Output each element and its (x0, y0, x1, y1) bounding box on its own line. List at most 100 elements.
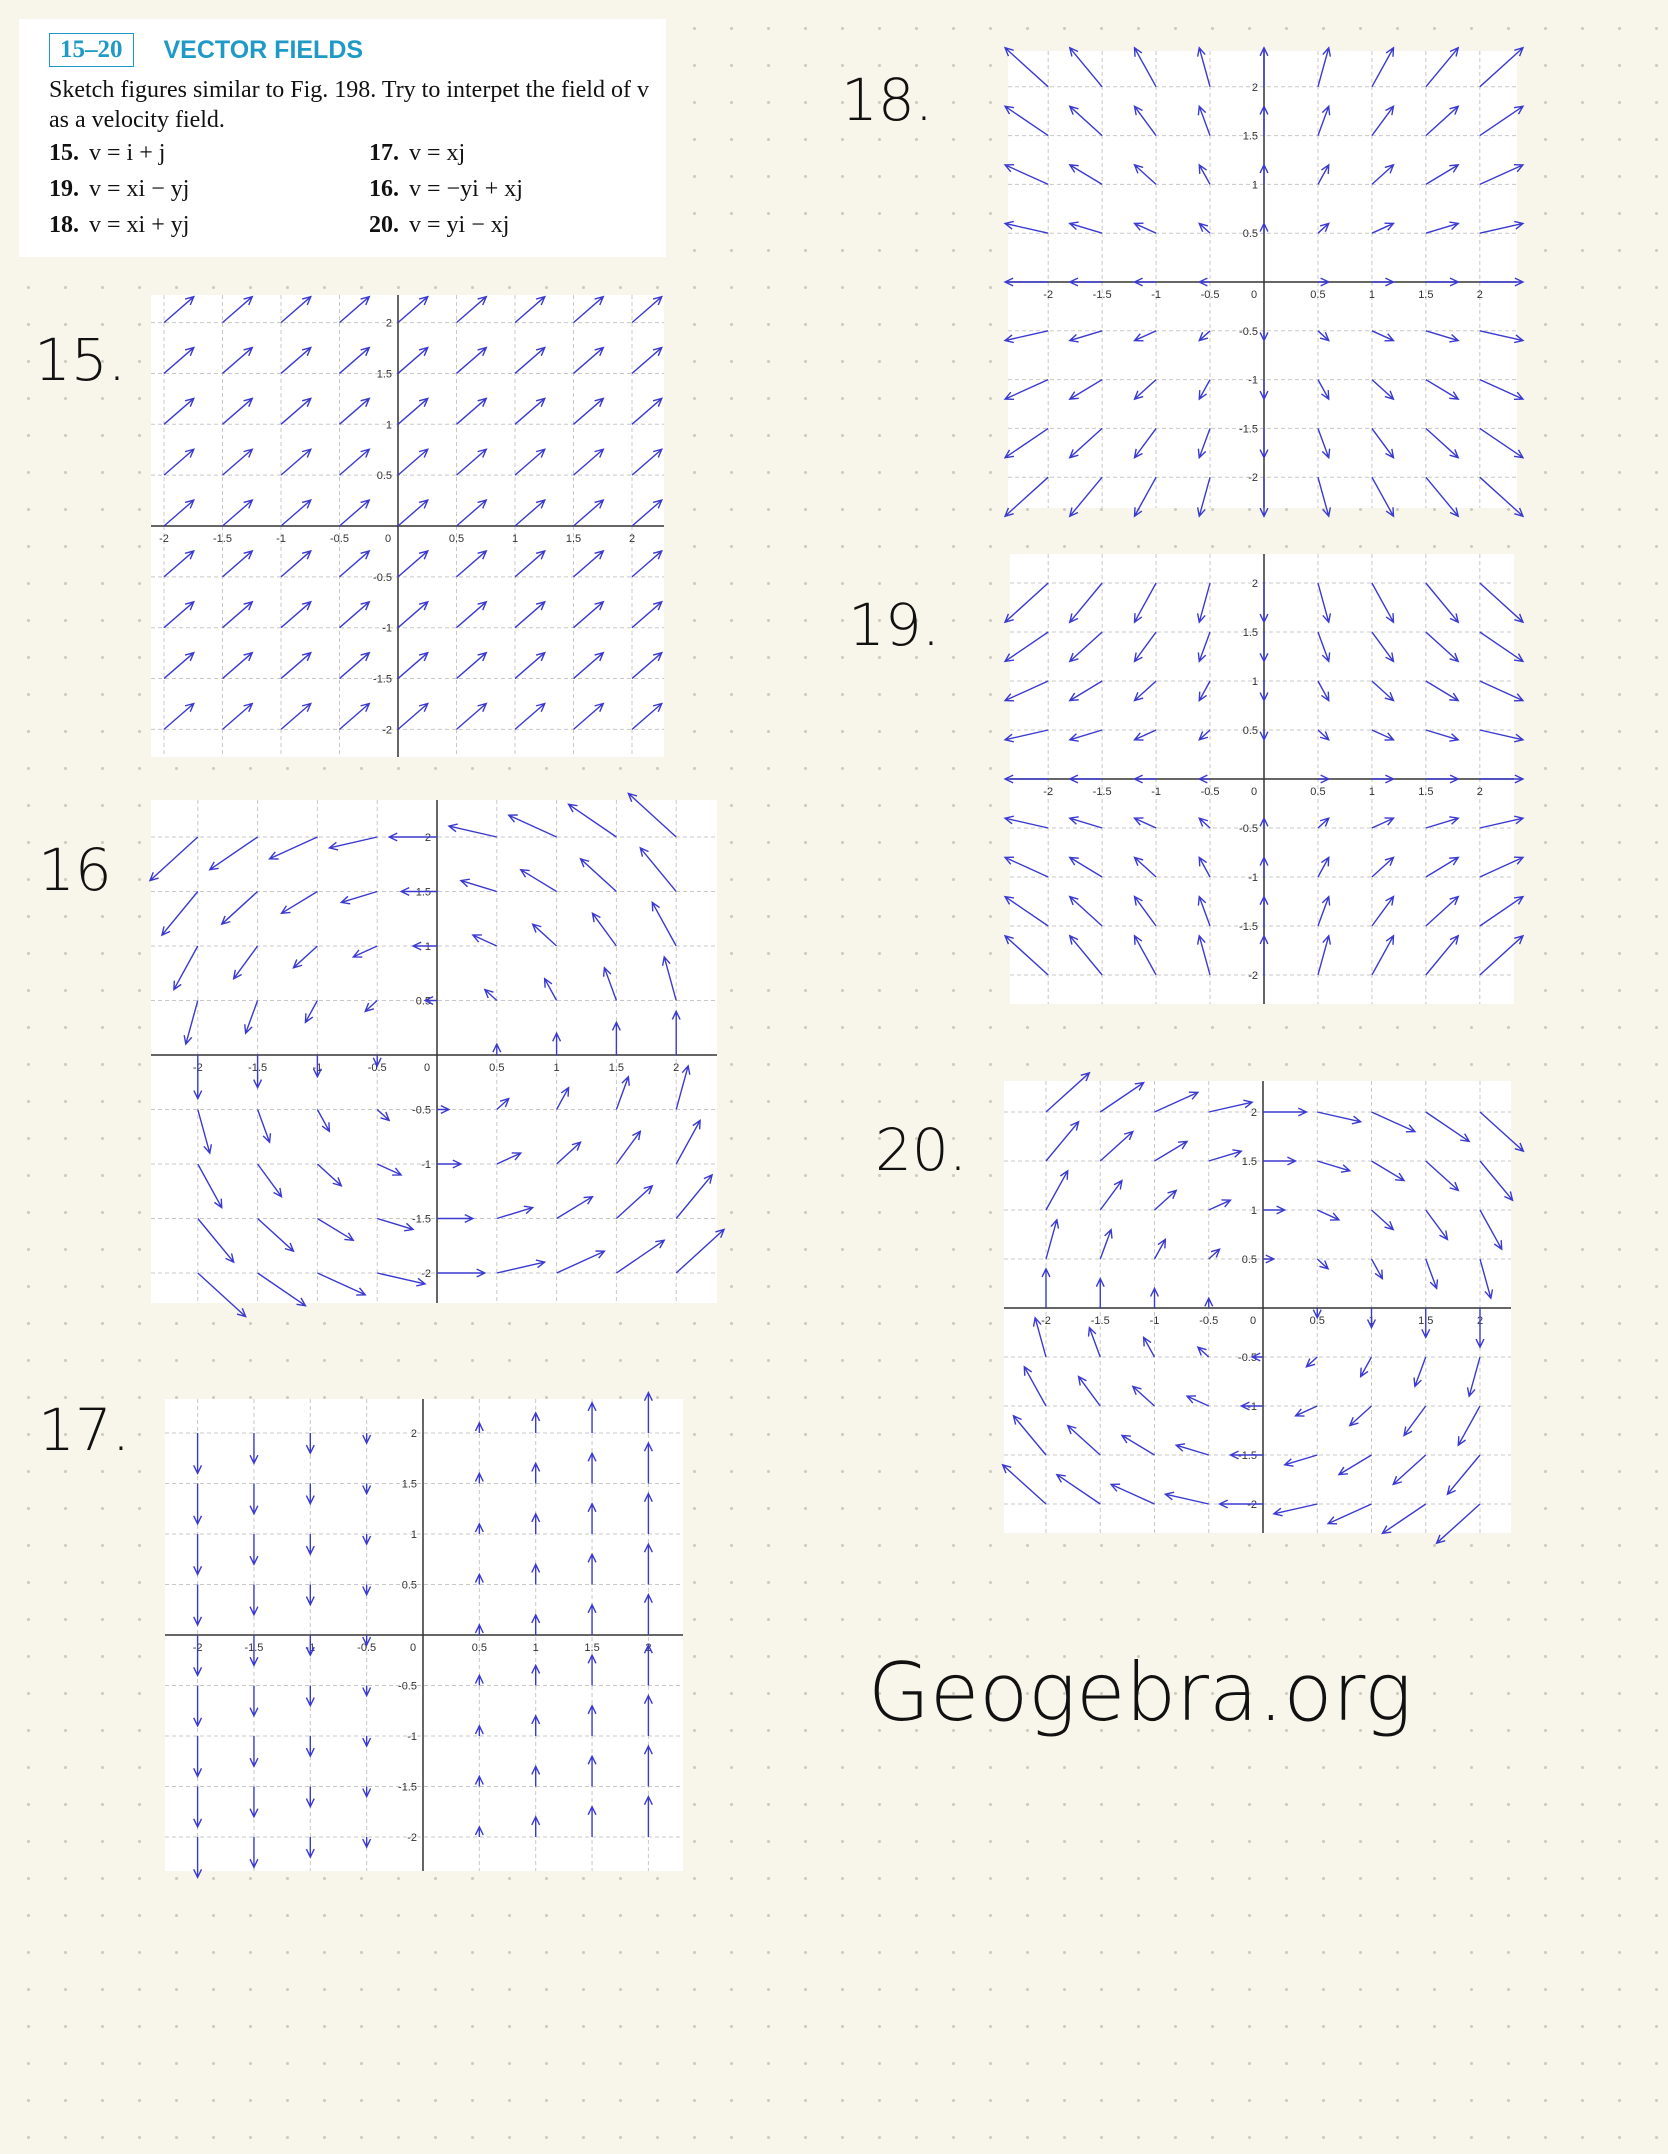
field-arrow (1259, 730, 1269, 742)
field-arrow (1425, 1209, 1449, 1241)
field-arrow (1068, 774, 1103, 784)
field-arrow (1068, 427, 1103, 459)
x-tick-label: 1 (1369, 289, 1375, 301)
field-arrow (1263, 1205, 1287, 1215)
field-arrow (280, 397, 312, 425)
field-arrow (1479, 774, 1525, 784)
field-arrow (1403, 1405, 1427, 1437)
field-arrow (339, 549, 371, 578)
handwritten-label: 18. (841, 66, 933, 134)
field-arrow (305, 1433, 315, 1455)
field-arrow (193, 1736, 203, 1779)
field-arrow (1305, 1356, 1318, 1368)
problem-formula: v = xi − yj (89, 176, 190, 202)
problem-formula: v = −yi + xj (409, 176, 523, 202)
field-arrow (531, 1714, 541, 1736)
field-arrow (1133, 476, 1157, 518)
field-arrow (280, 295, 312, 324)
field-arrow (1068, 164, 1103, 185)
field-arrow (1131, 1385, 1155, 1407)
field-arrow (531, 1613, 541, 1635)
field-arrow (531, 1411, 541, 1433)
field-arrow (1425, 729, 1460, 742)
field-arrow (222, 651, 254, 680)
field-arrow (1003, 815, 1049, 829)
field-arrow (1263, 1156, 1298, 1166)
x-tick-label: -2 (1043, 289, 1053, 301)
x-tick-label: 0.5 (1310, 786, 1325, 798)
y-tick-label: 2 (1252, 82, 1258, 94)
x-tick-label: 0.5 (1310, 1315, 1325, 1327)
field-arrow (339, 295, 371, 324)
x-tick-label: 2 (673, 1062, 679, 1074)
field-arrow (1337, 1454, 1372, 1476)
field-arrow (339, 499, 371, 527)
field-arrow (531, 1764, 541, 1787)
x-tick-label: -1 (1150, 1315, 1160, 1327)
section-title: VECTOR FIELDS (163, 35, 364, 64)
field-arrow (1457, 1405, 1481, 1447)
field-arrow (456, 651, 488, 680)
field-arrow (397, 295, 429, 324)
vector-field-plot: -2 -1.5 -1 -0.5 0 0.5 1 1.5 221.510.5-0.5-1-1.5-… (151, 295, 664, 757)
field-arrow (1197, 428, 1211, 460)
field-arrow (1032, 1316, 1047, 1358)
y-tick-label: 1.5 (1242, 1156, 1257, 1168)
section-range: 15–20 (49, 33, 134, 67)
field-arrow (1068, 379, 1103, 400)
field-arrow (531, 1512, 541, 1534)
field-arrow (1479, 934, 1525, 976)
y-tick-label: -2 (1247, 1499, 1257, 1511)
field-arrow (474, 1522, 484, 1534)
field-arrow (1068, 856, 1103, 878)
field-arrow (587, 1754, 597, 1787)
field-arrow (362, 1685, 372, 1698)
field-arrow (1317, 680, 1330, 703)
field-arrow (1012, 1414, 1047, 1456)
x-tick-label: -0.5 (1201, 289, 1220, 301)
field-arrow (1003, 934, 1049, 976)
field-arrow (587, 1451, 597, 1484)
y-tick-label: 2 (425, 832, 431, 844)
problem-formula: v = xi + yj (89, 212, 190, 238)
field-arrow (602, 966, 618, 1001)
field-arrow (1133, 163, 1157, 185)
field-arrow (556, 1250, 606, 1274)
field-arrow (556, 1141, 582, 1165)
field-arrow (1317, 934, 1332, 976)
field-arrow (474, 1623, 484, 1635)
field-arrow (675, 1118, 701, 1165)
field-arrow (474, 1774, 484, 1787)
field-arrow (362, 1736, 372, 1748)
field-arrow (1479, 895, 1525, 927)
field-arrow (1370, 1258, 1384, 1281)
field-arrow (1197, 104, 1211, 136)
y-tick-label: -1.5 (1239, 921, 1258, 933)
y-tick-label: 0.5 (402, 1580, 417, 1592)
field-arrow (397, 549, 429, 578)
field-arrow (397, 448, 429, 476)
field-arrow (514, 702, 546, 730)
field-arrow (1371, 895, 1395, 927)
field-arrow (1479, 427, 1525, 459)
field-arrow (1132, 774, 1157, 784)
problem-formula: v = i + j (89, 140, 166, 166)
field-arrow (351, 945, 378, 958)
field-arrow (317, 1272, 367, 1296)
field-arrow (193, 1433, 203, 1476)
field-arrow (280, 890, 318, 915)
field-arrow (1003, 895, 1049, 927)
field-arrow (1208, 1149, 1243, 1162)
problem-number: 16. (369, 176, 399, 202)
field-arrow (193, 1055, 203, 1101)
field-arrow (1133, 582, 1157, 624)
vector-field-plot: -2 -1.5 -1 -0.5 0 0.5 1 1.5 221.510.5-0.5-1-1.5-… (148, 792, 726, 1318)
field-arrow (1272, 1503, 1318, 1517)
field-arrow (148, 836, 199, 882)
field-arrow (1196, 46, 1211, 87)
y-tick-label: -1.5 (398, 1782, 417, 1794)
field-arrow (615, 1075, 630, 1110)
field-arrow (1068, 934, 1103, 976)
x-tick-label: 1 (1369, 786, 1375, 798)
